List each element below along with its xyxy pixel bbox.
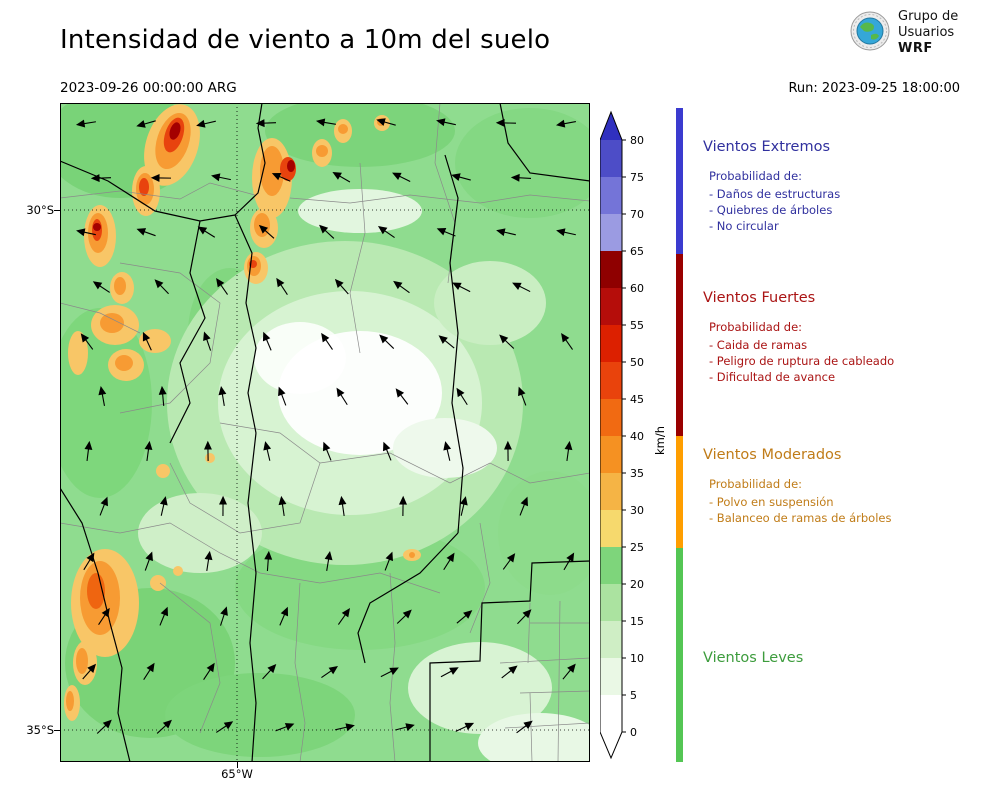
logo-line-2: Usuarios bbox=[898, 25, 955, 40]
logo-line-3: WRF bbox=[898, 41, 933, 56]
colorbar-tick-label: 65 bbox=[630, 245, 644, 258]
lat-label-30s: 30°S bbox=[26, 203, 54, 217]
legend-strip-moderados bbox=[676, 436, 683, 548]
legend-strip-leves bbox=[676, 548, 683, 762]
colorbar-tick-label: 15 bbox=[630, 615, 644, 628]
legend-strip-fuertes bbox=[676, 254, 683, 436]
colorbar-tick-labels: 80 75 70 65 60 55 50 45 40 35 30 25 20 1… bbox=[630, 122, 656, 751]
legend-item: - Quiebres de árboles bbox=[709, 203, 833, 217]
axis-tick-65w bbox=[237, 762, 238, 768]
legend-strip bbox=[676, 108, 683, 762]
legend: Vientos Extremos Probabilidad de: - Daño… bbox=[703, 108, 995, 762]
lat-label-35s: 35°S bbox=[26, 723, 54, 737]
run-label: Run: 2023-09-25 18:00:00 bbox=[788, 81, 960, 96]
logo-line-1: Grupo de bbox=[898, 9, 959, 24]
map-canvas bbox=[45, 88, 605, 773]
colorbar-tick-label: 35 bbox=[630, 467, 644, 480]
legend-item: - Balanceo de ramas de árboles bbox=[709, 511, 892, 525]
valid-time-label: 2023-09-26 00:00:00 ARG bbox=[60, 80, 237, 96]
colorbar-unit-label: km/h bbox=[653, 425, 667, 455]
legend-item: - Dificultad de avance bbox=[709, 370, 836, 384]
legend-title-fuertes: Vientos Fuertes bbox=[703, 290, 816, 306]
colorbar-tick-label: 30 bbox=[630, 504, 644, 517]
axis-tick-30s bbox=[54, 210, 60, 211]
colorbar-tick-label: 0 bbox=[630, 726, 637, 739]
lon-label-65w: 65°W bbox=[221, 767, 253, 781]
wrf-logo: Grupo de Usuarios WRF bbox=[850, 9, 958, 57]
page-title: Intensidad de viento a 10m del suelo bbox=[60, 25, 551, 55]
legend-intro: Probabilidad de: bbox=[709, 320, 803, 334]
colorbar-tick-label: 50 bbox=[630, 356, 644, 369]
axis-tick-35s bbox=[54, 730, 60, 731]
wind-arrows bbox=[75, 118, 576, 734]
colorbar-tick-label: 75 bbox=[630, 171, 644, 184]
legend-item: - Polvo en suspensión bbox=[709, 495, 834, 509]
colorbar-tick-label: 55 bbox=[630, 319, 644, 332]
colorbar-tick-label: 45 bbox=[630, 393, 644, 406]
legend-intro: Probabilidad de: bbox=[709, 477, 803, 491]
globe-icon bbox=[850, 11, 890, 55]
colorbar-tick-label: 25 bbox=[630, 541, 644, 554]
legend-item: - Daños de estructuras bbox=[709, 187, 841, 201]
legend-item: - Caida de ramas bbox=[709, 338, 808, 352]
colorbar-tick-label: 60 bbox=[630, 282, 644, 295]
colorbar bbox=[600, 110, 626, 760]
colorbar-tick-label: 40 bbox=[630, 430, 644, 443]
legend-section-extremos: Vientos Extremos Probabilidad de: - Daño… bbox=[703, 139, 840, 234]
legend-section-moderados: Vientos Moderados Probabilidad de: - Pol… bbox=[703, 447, 891, 526]
logo-text: Grupo de Usuarios WRF bbox=[898, 9, 958, 57]
colorbar-tick-label: 80 bbox=[630, 134, 644, 147]
legend-item: - Peligro de ruptura de cableado bbox=[709, 354, 895, 368]
legend-item: - No circular bbox=[709, 219, 779, 233]
colorbar-tick-label: 70 bbox=[630, 208, 644, 221]
colorbar-tick-label: 10 bbox=[630, 652, 644, 665]
colorbar-tick-label: 20 bbox=[630, 578, 644, 591]
legend-title-leves: Vientos Leves bbox=[703, 650, 804, 666]
colorbar-tick-label: 5 bbox=[630, 689, 637, 702]
legend-title-moderados: Vientos Moderados bbox=[703, 447, 842, 463]
wind-intensity-map bbox=[45, 88, 605, 773]
legend-section-fuertes: Vientos Fuertes Probabilidad de: - Caida… bbox=[703, 290, 894, 385]
legend-strip-extremos bbox=[676, 108, 683, 254]
legend-section-leves: Vientos Leves bbox=[703, 650, 803, 680]
legend-intro: Probabilidad de: bbox=[709, 169, 803, 183]
legend-title-extremos: Vientos Extremos bbox=[703, 139, 831, 155]
